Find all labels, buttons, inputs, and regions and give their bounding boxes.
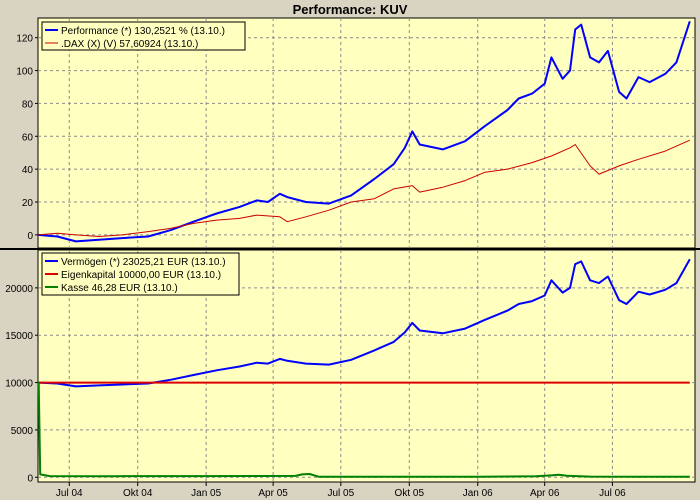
y-tick-label: 20000 [5, 284, 33, 295]
x-tick-label: Jul 06 [599, 488, 626, 499]
bottom-legend: Vermögen (*) 23025,21 EUR (13.10.) Eigen… [41, 252, 240, 296]
legend-label-performance: Performance (*) 130,2521 % (13.10.) [61, 26, 225, 37]
top-y-axis: 0 20 40 60 80 100 120 [16, 34, 38, 242]
bottom-y-axis: 0 5000 10000 15000 20000 [5, 284, 38, 484]
x-tick-label: Jul 05 [327, 488, 354, 499]
x-tick-label: Apr 05 [258, 488, 288, 499]
x-tick-label: Okt 05 [395, 488, 425, 499]
y-tick-label: 10000 [5, 379, 33, 390]
x-tick-label: Apr 06 [530, 488, 560, 499]
legend-label-vermoegen: Vermögen (*) 23025,21 EUR (13.10.) [61, 257, 226, 268]
series-line-bot-2 [37, 381, 690, 478]
x-axis: Jul 04 Okt 04 Jan 05 Apr 05 Jul 05 Okt 05 Jan … [56, 482, 626, 499]
chart-title: Performance: KUV [293, 2, 408, 17]
y-tick-label: 120 [16, 34, 33, 45]
series-line-top-0 [37, 20, 691, 243]
top-legend: Performance (*) 130,2521 % (13.10.) .DAX… [41, 21, 246, 51]
legend-label-kasse: Kasse 46,28 EUR (13.10.) [61, 283, 178, 294]
legend-label-eigenkapital: Eigenkapital 10000,00 EUR (13.10.) [61, 270, 221, 281]
y-tick-label: 80 [22, 99, 34, 110]
x-tick-label: Jan 06 [463, 488, 493, 499]
legend-label-dax: .DAX (X) (V) 57,60924 (13.10.) [61, 39, 198, 50]
bottom-series-lines [37, 258, 691, 478]
bottom-legend-box [41, 252, 240, 296]
y-tick-label: 20 [22, 198, 34, 209]
y-tick-label: 0 [27, 473, 33, 484]
top-plot-area [37, 17, 696, 249]
y-tick-label: 100 [16, 67, 33, 78]
x-tick-label: Jan 05 [191, 488, 221, 499]
top-legend-box [41, 21, 246, 51]
y-tick-label: 60 [22, 132, 34, 143]
top-series-lines [37, 20, 691, 243]
x-tick-label: Okt 04 [123, 488, 153, 499]
bottom-panel: 0 5000 10000 15000 20000 Vermögen (*) 23025,… [0, 248, 700, 484]
y-tick-label: 0 [27, 231, 33, 242]
top-panel: 0 20 40 60 80 100 120 Performance (*) 130,2521… [16, 17, 696, 249]
y-tick-label: 40 [22, 165, 34, 176]
series-line-bot-0 [37, 258, 691, 388]
y-tick-label: 5000 [11, 426, 34, 437]
y-tick-label: 15000 [5, 331, 33, 342]
x-tick-label: Jul 04 [56, 488, 83, 499]
series-line-top-1 [37, 139, 691, 237]
